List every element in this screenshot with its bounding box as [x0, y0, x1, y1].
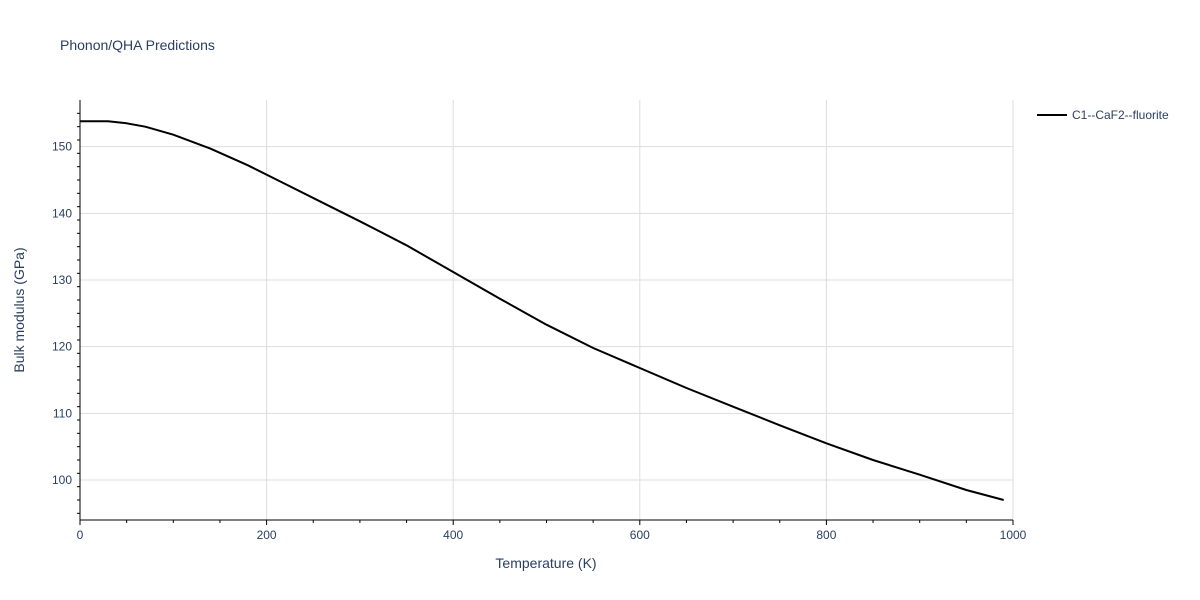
y-axis-title: Bulk modulus (GPa) [11, 247, 27, 372]
y-tick-label: 100 [52, 473, 72, 487]
chart-title: Phonon/QHA Predictions [60, 37, 215, 53]
y-tick-label: 140 [52, 206, 72, 220]
legend: C1--CaF2--fluorite [1037, 108, 1169, 122]
x-tick-label: 0 [77, 528, 84, 542]
grid [80, 100, 1014, 520]
legend-label: C1--CaF2--fluorite [1072, 108, 1169, 122]
y-tick-label: 110 [53, 406, 72, 420]
y-tick-label: 130 [52, 273, 72, 287]
plot-area [80, 120, 1004, 501]
y-tick-label: 120 [52, 340, 72, 354]
axes: 0 200 400 600 800 1000 100 110 120 130 140 150 [52, 100, 1027, 542]
series-line [80, 120, 1004, 501]
x-axis-title: Temperature (K) [495, 555, 596, 571]
x-tick-label: 800 [816, 528, 836, 542]
x-tick-label: 200 [257, 528, 277, 542]
y-tick-label: 150 [52, 140, 72, 154]
x-tick-label: 1000 [1000, 528, 1027, 542]
x-tick-label: 600 [630, 528, 650, 542]
x-tick-label: 400 [443, 528, 463, 542]
